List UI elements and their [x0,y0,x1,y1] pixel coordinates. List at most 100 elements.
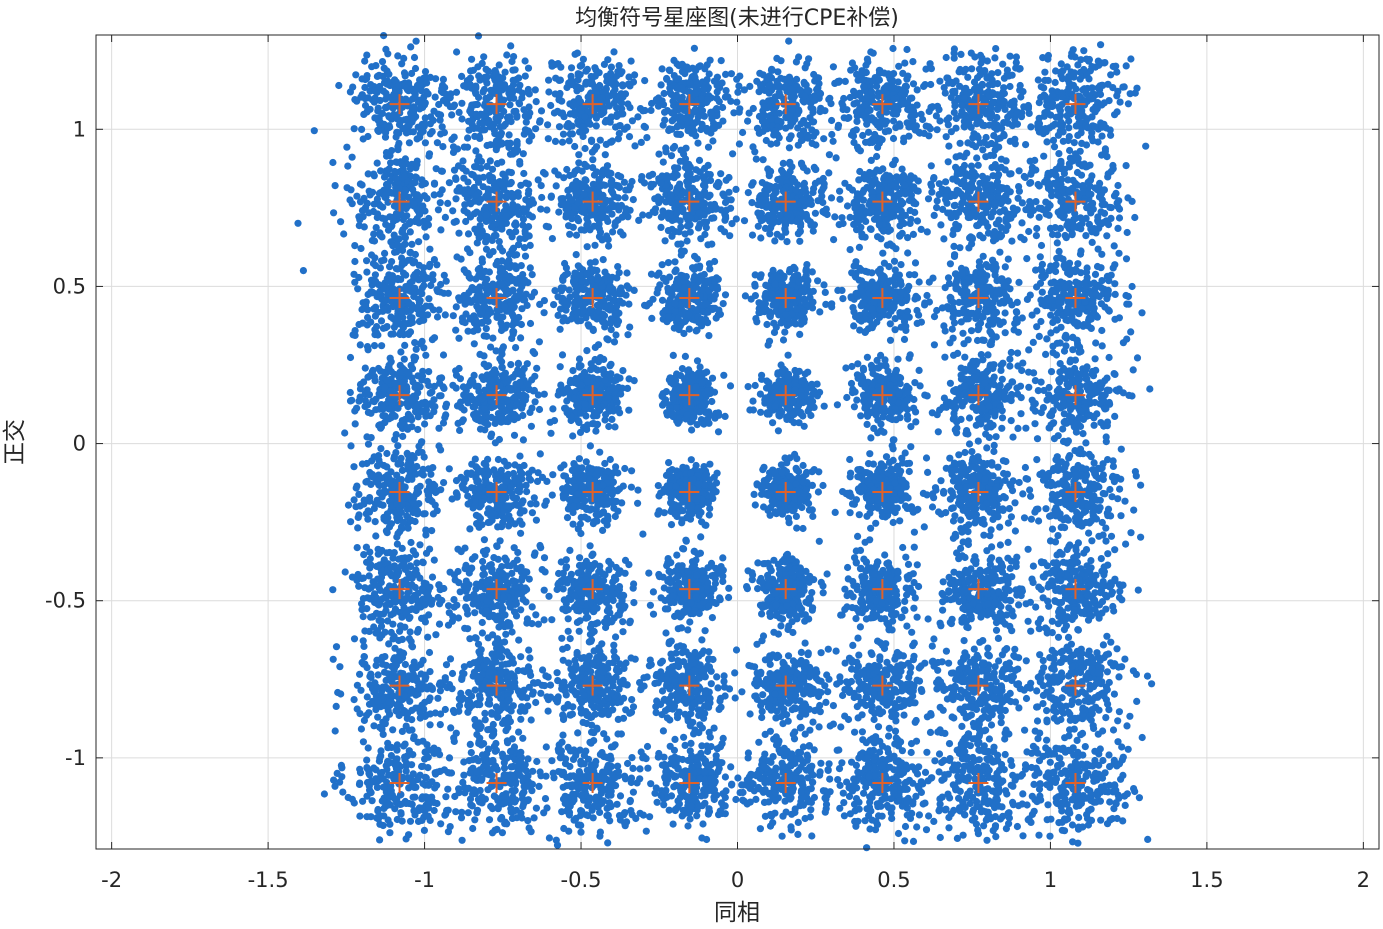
symbol-point [521,568,530,576]
symbol-point [436,721,444,729]
symbol-point [387,752,395,760]
symbol-point [399,518,408,526]
symbol-point [354,524,362,532]
symbol-point [555,768,563,776]
symbol-point [380,256,388,264]
symbol-point [598,652,606,661]
symbol-point [530,386,539,395]
symbol-point [350,635,359,643]
symbol-point [392,774,401,782]
symbol-point [428,685,436,694]
symbol-point [566,747,575,755]
symbol-point [532,516,541,524]
symbol-point [555,123,564,131]
symbol-point [420,826,428,835]
symbol-point [461,544,469,552]
symbol-point [399,379,407,387]
symbol-point [564,700,572,709]
symbol-point [358,460,366,468]
symbol-point [395,139,403,147]
symbol-point [553,669,561,677]
symbol-point [503,113,512,121]
symbol-point [385,698,393,706]
symbol-point [423,274,431,282]
symbol-point [454,614,463,622]
symbol-point [376,82,384,91]
symbol-point [349,83,357,91]
symbol-point [408,365,417,373]
symbol-point [564,627,572,635]
symbol-point [611,575,619,583]
symbol-point [334,688,342,697]
symbol-point [378,58,387,66]
symbol-point [370,230,378,238]
symbol-point [547,101,555,110]
symbol-point [423,589,432,597]
symbol-point [596,808,604,817]
symbol-point [439,351,448,359]
symbol-point [558,738,566,746]
symbol-point [620,694,628,702]
symbol-point [528,376,536,384]
symbol-point [372,766,380,774]
symbol-point [418,795,426,803]
symbol-point [626,709,634,717]
symbol-point [572,664,580,672]
symbol-point [396,361,404,369]
symbol-point [410,734,418,743]
symbol-point [525,137,533,145]
symbol-point [529,199,538,207]
symbol-point [486,668,494,677]
symbol-point [441,213,449,221]
symbol-point [371,254,379,262]
symbol-point [475,394,483,403]
symbol-point [485,689,493,697]
symbol-point [482,478,490,486]
symbol-point [391,167,399,176]
symbol-point [531,86,539,94]
symbol-point [574,490,582,498]
symbol-point [430,382,438,390]
symbol-point [604,467,612,475]
symbol-point [523,619,531,627]
symbol-point [428,596,436,605]
symbol-point [549,471,557,479]
symbol-point [517,606,525,614]
symbol-point [525,824,533,832]
symbol-point [408,493,416,501]
symbol-point [374,697,382,706]
symbol-point [473,806,482,814]
symbol-point [472,110,480,118]
symbol-point [368,797,376,805]
symbol-point [391,412,399,420]
symbol-point [441,311,449,319]
symbol-point [592,427,600,435]
symbol-point [338,764,346,772]
symbol-point [588,620,596,628]
symbol-point [408,800,416,809]
symbol-point [429,271,437,279]
symbol-point [373,323,381,331]
symbol-point [477,582,485,591]
symbol-point [364,440,373,448]
symbol-point [401,753,409,761]
symbol-point [506,101,514,109]
symbol-point [521,57,529,65]
symbol-point [437,280,445,289]
symbol-point [601,775,609,783]
symbol-point [425,295,433,303]
symbol-point [614,507,622,515]
symbol-point [403,115,411,123]
symbol-point [437,87,446,95]
symbol-point [427,113,435,121]
symbol-point [545,592,553,600]
symbol-point [596,750,605,759]
symbol-point [402,767,410,775]
symbol-point [571,782,579,790]
symbol-point [562,563,571,571]
symbol-point [516,160,524,168]
symbol-point [435,424,443,432]
symbol-point [470,340,478,348]
symbol-point [393,707,401,716]
symbol-point [568,671,576,679]
